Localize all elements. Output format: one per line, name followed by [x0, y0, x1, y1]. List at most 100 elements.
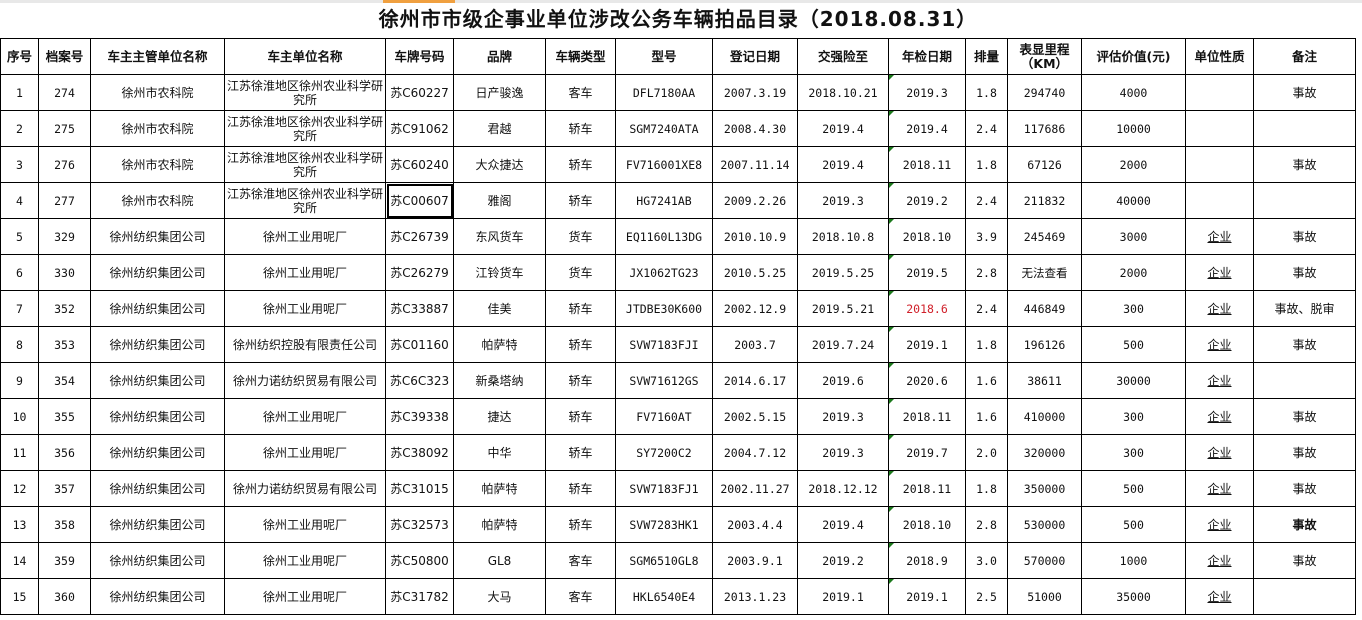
cell-type[interactable]: 轿车	[545, 146, 616, 183]
header-brand[interactable]: 品牌	[453, 38, 546, 75]
cell-supervisor[interactable]: 徐州纺织集团公司	[90, 290, 225, 327]
cell-nature[interactable]	[1185, 146, 1254, 183]
cell-remark[interactable]: 事故	[1252, 218, 1357, 255]
cell-inspection[interactable]: 2019.4	[888, 110, 966, 147]
cell-brand[interactable]: 帕萨特	[453, 326, 546, 363]
cell-supervisor[interactable]: 徐州纺织集团公司	[90, 398, 225, 435]
cell-reg-date[interactable]: 2010.10.9	[712, 218, 798, 255]
cell-brand[interactable]: 江铃货车	[453, 254, 546, 291]
cell-mileage[interactable]: 350000	[1007, 470, 1082, 507]
cell-plate[interactable]: 苏C01160	[385, 326, 454, 363]
cell-model[interactable]: HG7241AB	[615, 182, 713, 219]
cell-seq[interactable]: 9	[0, 362, 39, 399]
cell-file-no[interactable]: 276	[38, 146, 91, 183]
cell-inspection[interactable]: 2019.7	[888, 434, 966, 471]
cell-value[interactable]: 300	[1081, 434, 1186, 471]
cell-plate[interactable]: 苏C6C323	[385, 362, 454, 399]
cell-plate[interactable]: 苏C91062	[385, 110, 454, 147]
cell-insurance[interactable]: 2019.2	[797, 542, 889, 579]
cell-mileage[interactable]: 320000	[1007, 434, 1082, 471]
cell-displacement[interactable]: 2.0	[965, 434, 1008, 471]
cell-value[interactable]: 500	[1081, 470, 1186, 507]
cell-file-no[interactable]: 354	[38, 362, 91, 399]
cell-remark[interactable]: 事故	[1252, 506, 1357, 543]
cell-plate[interactable]: 苏C26279	[385, 254, 454, 291]
cell-displacement[interactable]: 1.8	[965, 146, 1008, 183]
cell-supervisor[interactable]: 徐州纺织集团公司	[90, 254, 225, 291]
cell-file-no[interactable]: 357	[38, 470, 91, 507]
cell-inspection[interactable]: 2018.10	[888, 506, 966, 543]
cell-brand[interactable]: 新桑塔纳	[453, 362, 546, 399]
cell-plate[interactable]: 苏C60240	[385, 146, 454, 183]
sheet-title[interactable]: 徐州市市级企事业单位涉改公务车辆拍品目录（2018.08.31）	[0, 0, 1356, 39]
cell-mileage[interactable]: 570000	[1007, 542, 1082, 579]
cell-type[interactable]: 轿车	[545, 470, 616, 507]
cell-type[interactable]: 客车	[545, 542, 616, 579]
cell-nature[interactable]	[1185, 110, 1254, 147]
cell-displacement[interactable]: 3.0	[965, 542, 1008, 579]
cell-supervisor[interactable]: 徐州市农科院	[90, 110, 225, 147]
cell-insurance[interactable]: 2019.7.24	[797, 326, 889, 363]
cell-value[interactable]: 10000	[1081, 110, 1186, 147]
cell-plate[interactable]: 苏C33887	[385, 290, 454, 327]
cell-brand[interactable]: 大众捷达	[453, 146, 546, 183]
cell-remark[interactable]	[1252, 182, 1357, 219]
cell-value[interactable]: 500	[1081, 326, 1186, 363]
cell-reg-date[interactable]: 2003.9.1	[712, 542, 798, 579]
cell-supervisor[interactable]: 徐州纺织集团公司	[90, 362, 225, 399]
cell-owner[interactable]: 徐州工业用呢厂	[224, 218, 386, 255]
cell-model[interactable]: FV716001XE8	[615, 146, 713, 183]
cell-seq[interactable]: 1	[0, 74, 39, 111]
cell-brand[interactable]: 佳美	[453, 290, 546, 327]
cell-mileage[interactable]: 530000	[1007, 506, 1082, 543]
cell-nature[interactable]: 企业	[1185, 470, 1254, 507]
header-model[interactable]: 型号	[615, 38, 713, 75]
cell-supervisor[interactable]: 徐州市农科院	[90, 146, 225, 183]
cell-nature[interactable]	[1185, 182, 1254, 219]
cell-owner[interactable]: 江苏徐淮地区徐州农业科学研究所	[224, 74, 386, 111]
cell-model[interactable]: HKL6540E4	[615, 578, 713, 615]
cell-reg-date[interactable]: 2003.7	[712, 326, 798, 363]
cell-mileage[interactable]: 410000	[1007, 398, 1082, 435]
cell-nature[interactable]: 企业	[1185, 290, 1254, 327]
cell-file-no[interactable]: 352	[38, 290, 91, 327]
cell-inspection[interactable]: 2020.6	[888, 362, 966, 399]
cell-mileage[interactable]: 211832	[1007, 182, 1082, 219]
cell-plate[interactable]: 苏C60227	[385, 74, 454, 111]
cell-remark[interactable]: 事故	[1252, 398, 1357, 435]
cell-plate[interactable]: 苏C50800	[385, 542, 454, 579]
cell-model[interactable]: JX1062TG23	[615, 254, 713, 291]
header-seq[interactable]: 序号	[0, 38, 39, 75]
cell-model[interactable]: DFL7180AA	[615, 74, 713, 111]
cell-model[interactable]: SGM6510GL8	[615, 542, 713, 579]
header-nature[interactable]: 单位性质	[1185, 38, 1254, 75]
cell-type[interactable]: 货车	[545, 254, 616, 291]
cell-file-no[interactable]: 353	[38, 326, 91, 363]
cell-insurance[interactable]: 2019.1	[797, 578, 889, 615]
cell-brand[interactable]: 东风货车	[453, 218, 546, 255]
cell-brand[interactable]: GL8	[453, 542, 546, 579]
cell-value[interactable]: 3000	[1081, 218, 1186, 255]
cell-mileage[interactable]: 117686	[1007, 110, 1082, 147]
cell-inspection[interactable]: 2019.1	[888, 578, 966, 615]
cell-insurance[interactable]: 2018.12.12	[797, 470, 889, 507]
cell-seq[interactable]: 13	[0, 506, 39, 543]
cell-value[interactable]: 1000	[1081, 542, 1186, 579]
cell-seq[interactable]: 5	[0, 218, 39, 255]
cell-nature[interactable]	[1185, 74, 1254, 111]
cell-nature[interactable]: 企业	[1185, 326, 1254, 363]
cell-value[interactable]: 30000	[1081, 362, 1186, 399]
cell-seq[interactable]: 3	[0, 146, 39, 183]
cell-seq[interactable]: 8	[0, 326, 39, 363]
cell-remark[interactable]	[1252, 110, 1357, 147]
header-mileage[interactable]: 表显里程（KM）	[1007, 38, 1082, 75]
cell-mileage[interactable]: 38611	[1007, 362, 1082, 399]
cell-owner[interactable]: 徐州纺织控股有限责任公司	[224, 326, 386, 363]
header-insurance[interactable]: 交强险至	[797, 38, 889, 75]
cell-seq[interactable]: 7	[0, 290, 39, 327]
cell-insurance[interactable]: 2019.4	[797, 146, 889, 183]
cell-reg-date[interactable]: 2007.3.19	[712, 74, 798, 111]
header-value[interactable]: 评估价值(元)	[1081, 38, 1186, 75]
cell-model[interactable]: EQ1160L13DG	[615, 218, 713, 255]
cell-brand[interactable]: 君越	[453, 110, 546, 147]
